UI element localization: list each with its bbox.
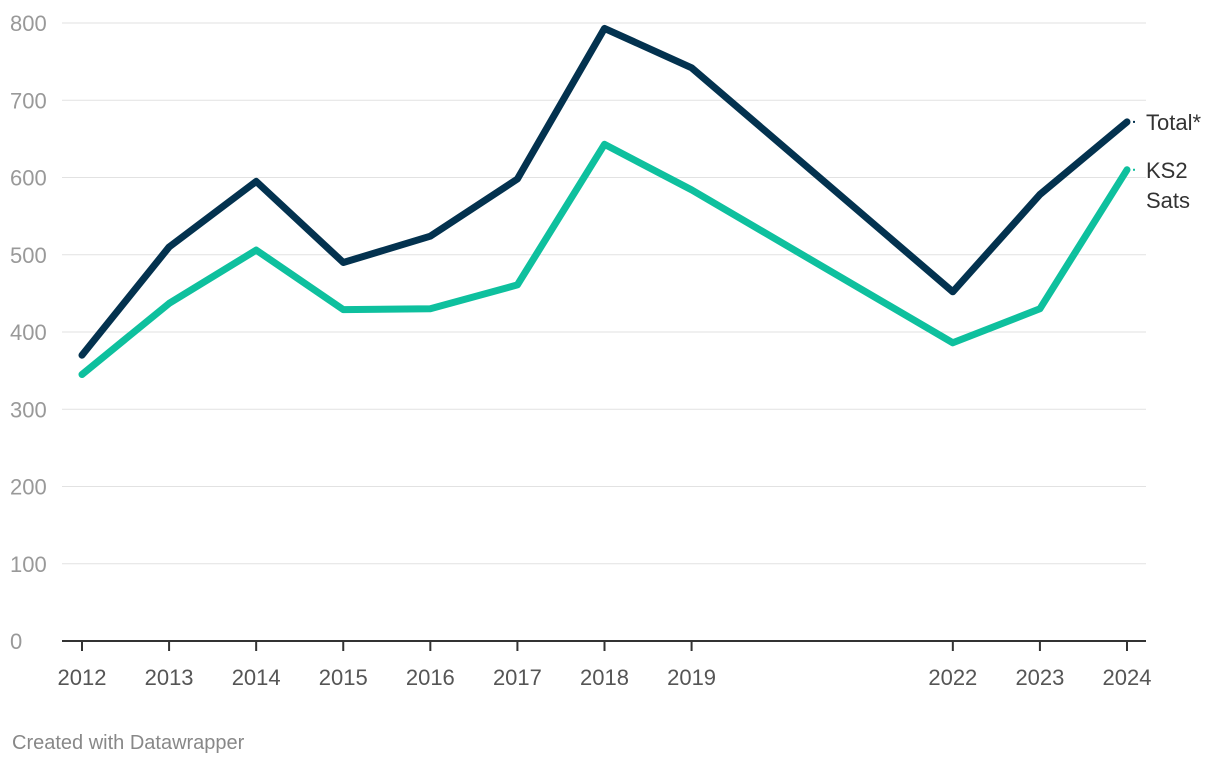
x-tick-label: 2014 — [232, 665, 281, 690]
x-tick-label: 2013 — [145, 665, 194, 690]
y-tick-label: 400 — [10, 320, 47, 345]
y-tick-label: 200 — [10, 475, 47, 500]
y-tick-label: 800 — [10, 11, 47, 36]
gridlines — [62, 22, 1146, 565]
x-tick-label: 2018 — [580, 665, 629, 690]
y-tick-label: 100 — [10, 552, 47, 577]
y-tick-label: 700 — [10, 88, 47, 113]
x-tick-label: 2015 — [319, 665, 368, 690]
y-tick-label: 600 — [10, 166, 47, 191]
y-tick-label: 0 — [10, 629, 22, 654]
x-tick-label: 2017 — [493, 665, 542, 690]
credit-text: Created with Datawrapper — [12, 732, 245, 754]
series-line-total — [78, 24, 1131, 359]
x-tick-label: 2019 — [667, 665, 716, 690]
x-tick-label: 2022 — [928, 665, 977, 690]
series-end-label: Total* — [1146, 110, 1201, 135]
y-tick-label: 500 — [10, 243, 47, 268]
series-line-ks2-sats — [78, 140, 1131, 378]
y-axis: 0 100 200 300 400 500 600 700 800 — [10, 11, 47, 654]
x-tick-label: 2012 — [58, 665, 107, 690]
x-tick-label: 2023 — [1015, 665, 1064, 690]
x-axis: 2012 2013 2014 2015 2016 2017 2018 2019 2022 2023… — [58, 641, 1152, 690]
y-tick-label: 300 — [10, 397, 47, 422]
x-tick-label: 2016 — [406, 665, 455, 690]
x-tick-label: 2024 — [1103, 665, 1152, 690]
series-lines — [78, 24, 1131, 378]
series-end-labels: Total* KS2 Sats — [1133, 110, 1201, 213]
series-end-label: KS2 Sats — [1146, 158, 1190, 213]
